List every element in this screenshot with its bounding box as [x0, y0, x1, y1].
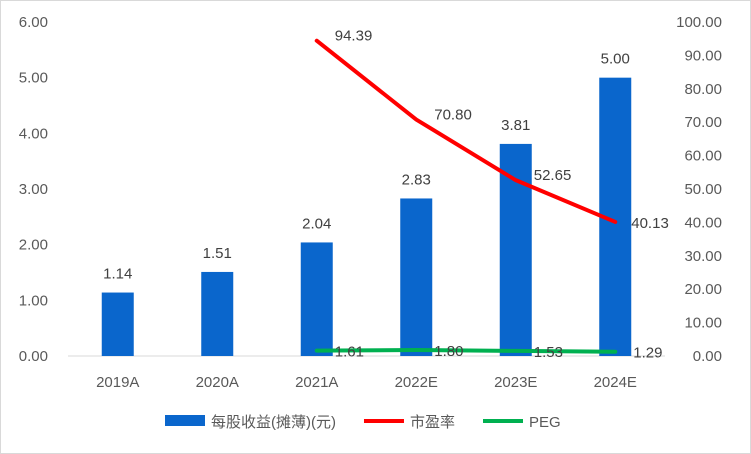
y-right-tick-label: 40.00 [684, 214, 722, 231]
y-left-tick-label: 3.00 [19, 181, 48, 198]
y-left-tick-label: 1.00 [19, 292, 48, 309]
legend-label-eps: 每股收益(摊薄)(元) [211, 414, 336, 431]
y-left-tick-label: 2.00 [19, 237, 48, 254]
peg-data-label: 1.61 [335, 344, 364, 361]
peg-data-label: 1.80 [434, 343, 463, 360]
legend-label-peg: PEG [529, 414, 561, 431]
legend-label-pe-ratio: 市盈率 [410, 414, 455, 431]
eps-bar [201, 271, 234, 356]
pe-ratio-data-label: 70.80 [434, 107, 472, 124]
x-tick-label: 2019A [96, 374, 139, 391]
y-right-tick-label: 90.00 [684, 47, 722, 64]
x-tick-label: 2023E [494, 374, 537, 391]
x-tick-label: 2021A [295, 374, 338, 391]
y-left-tick-label: 4.00 [19, 125, 48, 142]
y-right-tick-label: 0.00 [693, 348, 722, 365]
eps-bar [499, 143, 532, 356]
eps-bar [101, 292, 134, 356]
eps-data-label: 5.00 [601, 51, 630, 68]
legend-swatch-eps [165, 415, 205, 426]
peg-line [314, 347, 618, 354]
y-right-tick-label: 100.00 [676, 14, 722, 31]
x-tick-label: 2022E [395, 374, 438, 391]
y-right-tick-label: 50.00 [684, 181, 722, 198]
x-tick-label: 2020A [196, 374, 239, 391]
pe-ratio-data-label: 52.65 [534, 167, 572, 184]
y-right-tick-label: 70.00 [684, 114, 722, 131]
eps-data-label: 1.14 [103, 266, 132, 283]
peg-data-label: 1.29 [633, 345, 662, 362]
y-left-tick-label: 6.00 [19, 14, 48, 31]
y-right-tick-label: 30.00 [684, 248, 722, 265]
peg-data-label: 1.53 [534, 344, 563, 361]
y-right-tick-label: 80.00 [684, 81, 722, 98]
pe-ratio-data-label: 40.13 [631, 215, 669, 232]
y-right-tick-label: 60.00 [684, 148, 722, 165]
eps-data-label: 2.04 [302, 215, 331, 232]
pe-ratio-data-label: 94.39 [335, 28, 373, 45]
y-right-tick-label: 10.00 [684, 315, 722, 332]
x-tick-label: 2024E [594, 374, 637, 391]
pe-ratio-line [314, 38, 618, 224]
y-left-tick-label: 0.00 [19, 348, 48, 365]
eps-data-label: 3.81 [501, 117, 530, 134]
y-left-tick-label: 5.00 [19, 70, 48, 87]
eps-data-label: 2.83 [402, 171, 431, 188]
eps-bar [300, 242, 333, 356]
y-right-tick-label: 20.00 [684, 281, 722, 298]
eps-bar [400, 198, 433, 356]
eps-data-label: 1.51 [203, 245, 232, 262]
